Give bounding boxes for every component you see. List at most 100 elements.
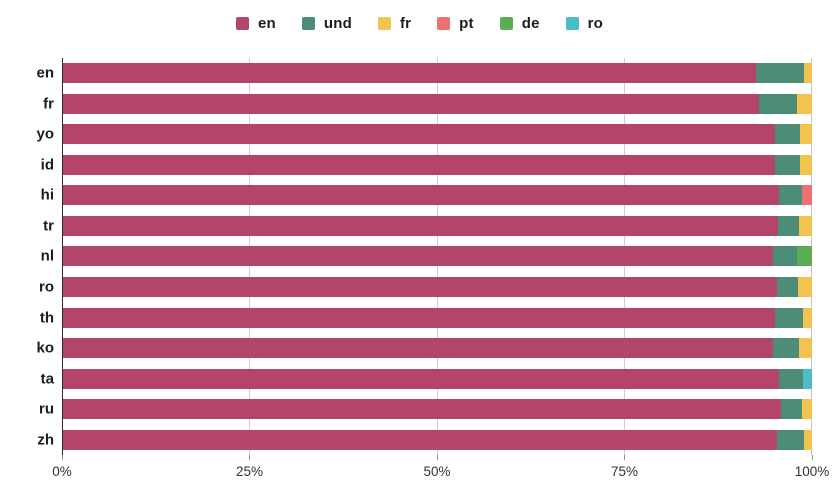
legend-label: und — [323, 15, 352, 32]
bar-row-th: th — [40, 307, 812, 328]
bar-segment-ro-fr — [797, 276, 812, 297]
x-tick-label: 100% — [794, 464, 830, 479]
bar-segment-ro-en — [63, 276, 777, 297]
legend-item-en: en — [235, 15, 276, 32]
x-tick-100 — [811, 455, 813, 460]
y-axis-label: ta — [40, 370, 54, 388]
bar-row-yo: yo — [36, 124, 812, 145]
bar-row-en: en — [36, 63, 812, 84]
stacked-bar-id — [63, 154, 812, 175]
legend-label: pt — [459, 15, 474, 32]
legend-swatch-icon — [499, 17, 513, 30]
stacked-bar-zh — [63, 429, 812, 450]
bar-segment-th-en — [63, 307, 776, 328]
y-axis-label: ro — [39, 278, 54, 296]
legend-swatch-icon — [437, 17, 451, 30]
bar-segment-id-und — [775, 154, 800, 175]
bar-row-zh: zh — [37, 429, 812, 450]
x-tick-label: 0% — [52, 464, 72, 479]
x-tick-0 — [61, 455, 63, 460]
bar-segment-en-fr — [803, 63, 812, 84]
bar-segment-hi-en — [63, 185, 780, 206]
bar-segment-ko-en — [63, 338, 774, 359]
stacked-bar-yo — [63, 124, 812, 145]
y-axis-label: tr — [43, 217, 54, 235]
bar-row-ru: ru — [39, 399, 812, 420]
y-axis-label: ko — [36, 339, 54, 357]
bar-segment-id-fr — [800, 154, 812, 175]
legend-label: de — [521, 15, 540, 32]
bar-segment-en-und — [755, 63, 804, 84]
stacked-bar-ta — [63, 368, 812, 389]
bar-segment-nl-de — [797, 246, 812, 267]
stacked-bar-th — [63, 307, 812, 328]
legend-item-pt: pt — [437, 15, 474, 32]
bar-segment-tr-und — [778, 215, 800, 236]
bar-segment-zh-und — [776, 429, 804, 450]
bar-segment-fr-und — [758, 93, 797, 114]
bar-row-id: id — [41, 154, 812, 175]
stacked-bar-ru — [63, 399, 812, 420]
y-axis-label: yo — [36, 125, 54, 143]
legend-item-fr: fr — [377, 15, 412, 32]
bar-segment-ko-und — [773, 338, 800, 359]
bar-segment-zh-en — [63, 429, 777, 450]
y-axis-label: fr — [43, 95, 54, 113]
y-axis-label: id — [40, 156, 54, 174]
legend-swatch-icon — [235, 17, 249, 30]
bar-segment-ta-ro — [802, 368, 812, 389]
y-axis-label: ru — [39, 400, 54, 418]
bar-segment-hi-und — [779, 185, 803, 206]
bar-segment-th-fr — [803, 307, 812, 328]
bar-row-ro: ro — [39, 276, 812, 297]
plot-area: en fr yo id hi tr nl ro th ko ta ru zh — [36, 58, 812, 455]
bar-row-ta: ta — [41, 368, 812, 389]
x-tick-50 — [436, 455, 438, 460]
legend-swatch-icon — [377, 17, 391, 30]
x-tick-label: 25% — [235, 464, 264, 479]
bar-row-fr: fr — [43, 93, 812, 114]
bar-segment-ta-und — [779, 368, 803, 389]
y-axis-label: en — [36, 64, 54, 82]
bar-segment-yo-und — [774, 124, 800, 145]
bar-segment-zh-fr — [803, 429, 812, 450]
bar-segment-ta-en — [63, 368, 780, 389]
stacked-bar-tr — [63, 215, 812, 236]
legend-swatch-icon — [565, 17, 579, 30]
y-axis-label: th — [39, 309, 54, 327]
bar-segment-hi-pt — [802, 185, 812, 206]
y-axis-label: hi — [40, 186, 54, 204]
bar-segment-en-en — [63, 63, 756, 84]
legend-swatch-icon — [301, 17, 315, 30]
y-axis-label: nl — [40, 247, 54, 265]
bar-segment-yo-fr — [800, 124, 812, 145]
bar-segment-th-und — [775, 307, 803, 328]
legend: en und fr pt de ro — [0, 15, 839, 32]
bar-row-tr: tr — [43, 215, 812, 236]
stacked-bar-fr — [63, 93, 812, 114]
legend-label: en — [257, 15, 276, 32]
bar-segment-nl-en — [63, 246, 774, 267]
x-tick-25 — [249, 455, 250, 460]
bar-segment-tr-fr — [799, 215, 812, 236]
legend-label: ro — [587, 15, 604, 32]
legend-item-de: de — [499, 15, 540, 32]
legend-item-ro: ro — [565, 15, 604, 32]
bar-segment-ko-fr — [799, 338, 812, 359]
stacked-bar-ko — [63, 338, 812, 359]
bar-segment-yo-en — [63, 124, 775, 145]
bar-segment-ru-und — [781, 399, 802, 420]
bar-row-ko: ko — [36, 338, 812, 359]
stacked-bar-ro — [63, 276, 812, 297]
bar-segment-nl-und — [773, 246, 797, 267]
bar-segment-fr-fr — [797, 93, 812, 114]
bar-segment-ru-fr — [801, 399, 812, 420]
stacked-bar-hi — [63, 185, 812, 206]
legend-item-und: und — [301, 15, 352, 32]
legend-label: fr — [399, 15, 412, 32]
bar-segment-ru-en — [63, 399, 782, 420]
x-tick-75 — [624, 455, 625, 460]
bar-segment-ro-und — [776, 276, 798, 297]
stacked-bar-nl — [63, 246, 812, 267]
bar-row-nl: nl — [41, 246, 812, 267]
